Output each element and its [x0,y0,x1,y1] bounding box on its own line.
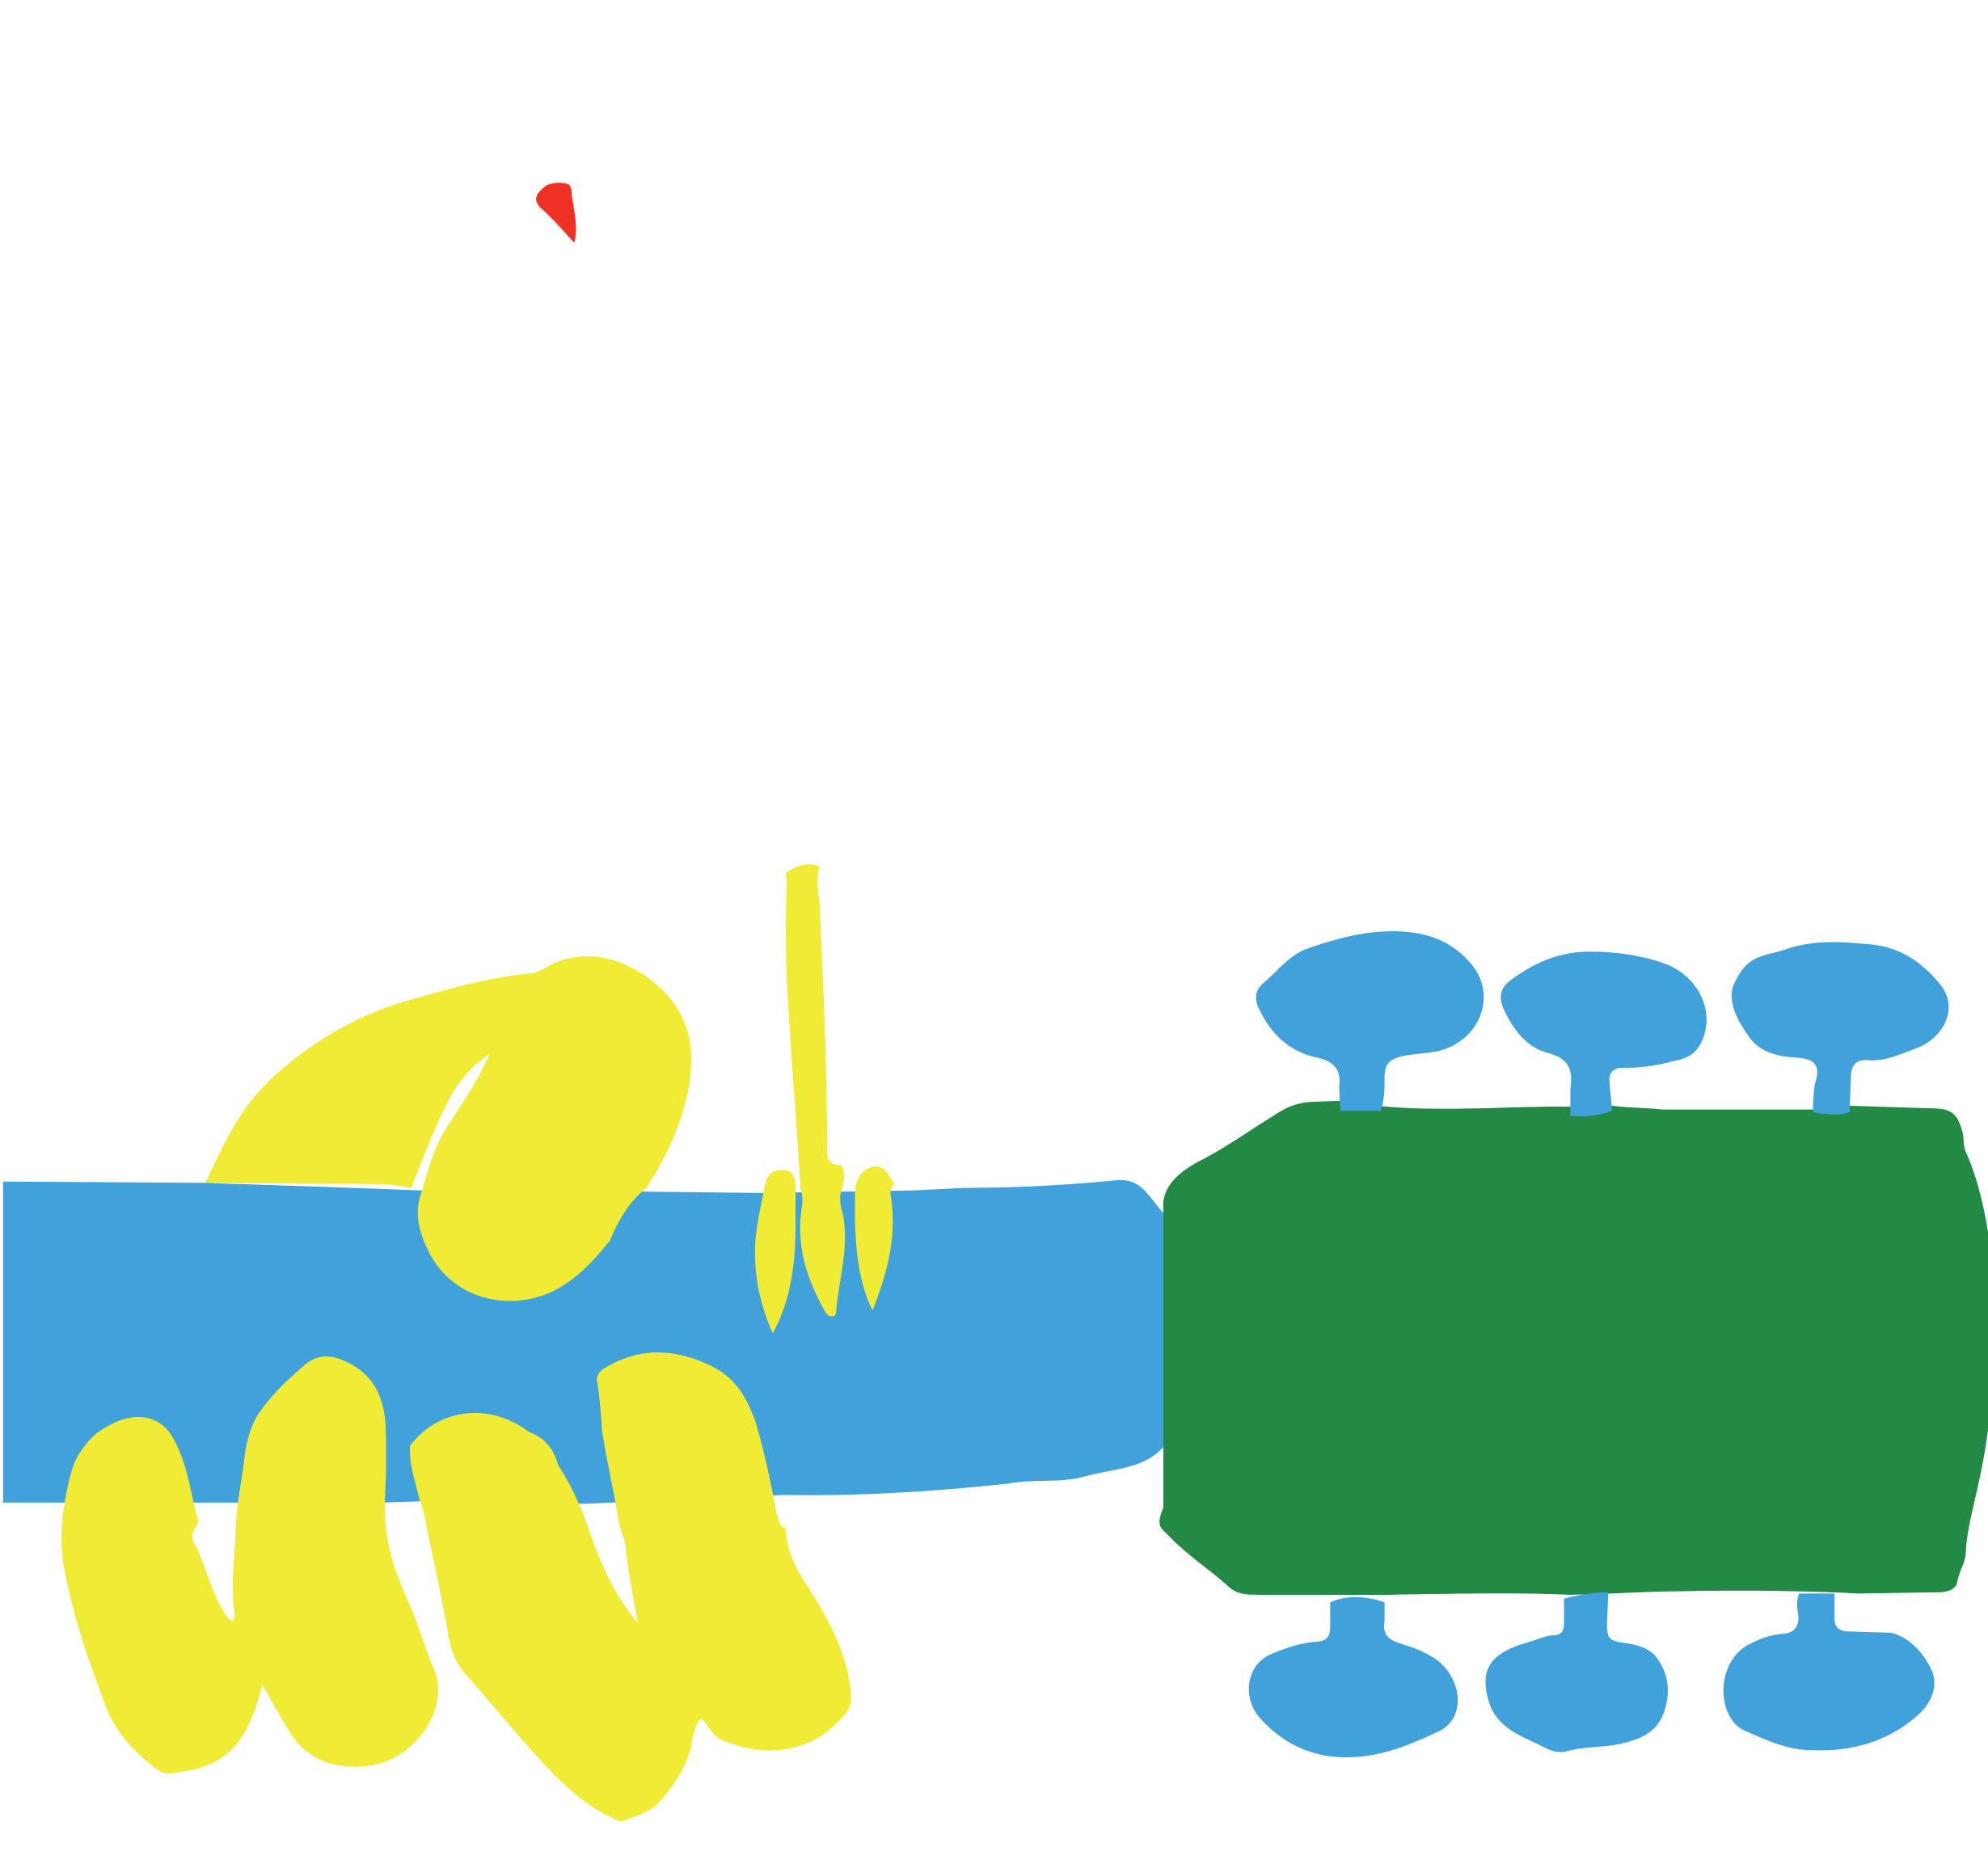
tuning-pegs-top [1256,931,1949,1117]
finger [754,1170,796,1334]
finger [855,1166,894,1311]
tuning-peg [1500,951,1707,1117]
red-mark [536,183,576,243]
finger [61,1356,438,1773]
finger [785,864,846,1317]
tuning-pegs-bottom [1248,1592,1935,1757]
finger [410,1352,851,1822]
left-hand [61,864,894,1822]
thumb-and-palm [205,956,692,1301]
guitar-headstock [1159,1100,1988,1595]
tuning-peg [1485,1592,1669,1752]
tuning-peg [1731,942,1949,1115]
tuning-peg [1256,931,1484,1111]
tuning-peg [1723,1593,1935,1751]
tuning-peg [1248,1596,1458,1757]
